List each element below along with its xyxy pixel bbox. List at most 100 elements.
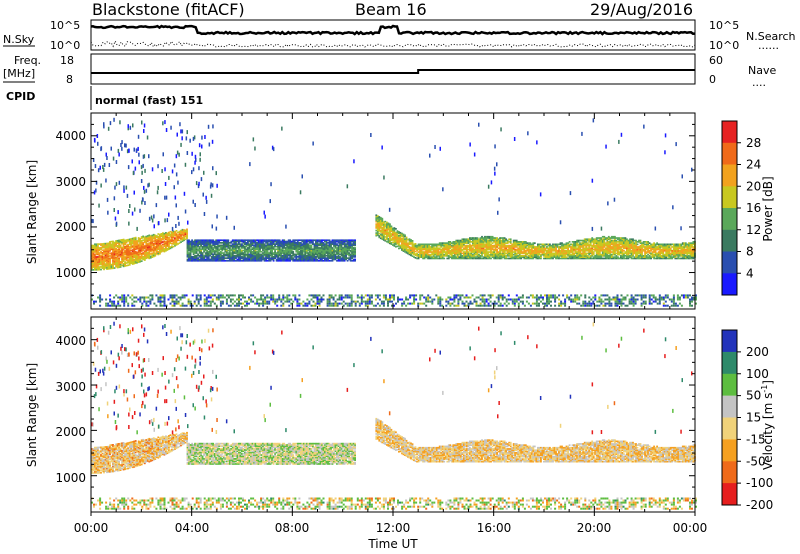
power-cell xyxy=(446,253,449,256)
power-cell xyxy=(423,247,426,250)
power-cell xyxy=(206,249,209,252)
power-cell xyxy=(500,244,503,247)
power-cell xyxy=(109,262,111,265)
power-cell xyxy=(470,238,473,241)
power-cell xyxy=(166,247,169,250)
power-cell xyxy=(533,251,536,253)
power-cell xyxy=(330,247,332,249)
power-cell xyxy=(375,216,378,219)
power-cell xyxy=(216,258,219,261)
power-cell xyxy=(216,256,219,258)
power-cell xyxy=(195,259,198,262)
power-cell xyxy=(592,253,595,256)
power-cell xyxy=(487,243,489,246)
power-cell xyxy=(423,252,426,255)
power-cell xyxy=(219,247,222,249)
power-cell xyxy=(298,250,301,253)
power-cell xyxy=(242,258,245,261)
power-cell xyxy=(324,253,326,256)
power-cell xyxy=(121,258,123,260)
power-cell xyxy=(310,258,313,261)
power-cell xyxy=(154,234,157,237)
power-cell xyxy=(118,252,120,255)
power-cell xyxy=(104,244,107,246)
power-cell xyxy=(188,247,190,249)
power-cell xyxy=(488,257,491,260)
power-cell xyxy=(429,255,432,257)
power-cell xyxy=(292,252,295,254)
power-cell xyxy=(336,248,338,251)
power-cell xyxy=(588,238,591,241)
power-cell xyxy=(334,245,337,248)
power-cell xyxy=(490,244,492,247)
power-cell xyxy=(305,245,308,248)
power-cell xyxy=(417,255,420,257)
power-cell xyxy=(316,243,319,245)
power-cell xyxy=(422,251,424,253)
power-cell xyxy=(411,255,414,257)
power-cell xyxy=(396,232,399,235)
power-cell xyxy=(413,245,415,248)
power-cell xyxy=(429,251,432,253)
power-cell xyxy=(257,245,260,248)
power-cell xyxy=(116,264,119,266)
power-cell xyxy=(262,245,264,248)
power-cell xyxy=(574,244,577,247)
power-cell xyxy=(555,249,557,252)
power-cell xyxy=(92,246,95,248)
power-cell xyxy=(532,252,535,255)
power-cell xyxy=(349,239,352,242)
power-cell xyxy=(494,242,497,244)
power-cell xyxy=(475,252,477,255)
power-cell xyxy=(405,240,408,243)
power-cell xyxy=(222,253,225,256)
power-cell xyxy=(556,244,559,247)
power-cell xyxy=(115,251,117,254)
power-cell xyxy=(160,240,163,243)
power-cell xyxy=(241,239,243,242)
power-cell xyxy=(201,253,204,256)
power-cell xyxy=(322,248,325,251)
power-cell xyxy=(216,244,219,247)
power-cell xyxy=(180,231,182,233)
power-cell xyxy=(547,255,550,257)
power-cell xyxy=(446,249,449,252)
power-cell xyxy=(382,223,385,226)
power-cell xyxy=(497,253,500,256)
power-cell xyxy=(299,245,302,248)
power-cell xyxy=(444,252,447,255)
power-cell xyxy=(544,248,547,251)
power-cell xyxy=(278,239,281,242)
power-cell xyxy=(555,246,557,248)
power-cell xyxy=(142,249,145,252)
power-cell xyxy=(137,260,140,262)
power-cell xyxy=(219,250,222,253)
power-cell xyxy=(174,237,176,239)
power-cell xyxy=(148,253,151,256)
power-cell xyxy=(603,252,606,255)
power-cell xyxy=(263,259,266,262)
power-cell xyxy=(98,257,101,259)
power-cell xyxy=(485,242,488,244)
power-cell xyxy=(609,241,612,243)
power-cell xyxy=(535,257,538,260)
power-cell xyxy=(157,235,160,238)
power-cell xyxy=(343,249,346,252)
power-cell xyxy=(392,227,394,230)
power-cell xyxy=(230,244,233,247)
power-cell xyxy=(549,251,551,253)
power-cell xyxy=(331,257,334,259)
power-cell xyxy=(260,240,263,243)
power-cell xyxy=(472,257,474,260)
power-cell xyxy=(289,258,292,261)
power-cell xyxy=(247,258,249,261)
power-cell xyxy=(204,242,207,244)
power-cell xyxy=(299,247,302,249)
power-cell xyxy=(248,247,251,249)
power-cell xyxy=(94,247,96,249)
power-cell xyxy=(514,252,517,255)
power-cell xyxy=(493,253,495,256)
power-cell xyxy=(263,239,266,242)
power-cell xyxy=(137,257,140,260)
power-cell xyxy=(183,231,185,234)
